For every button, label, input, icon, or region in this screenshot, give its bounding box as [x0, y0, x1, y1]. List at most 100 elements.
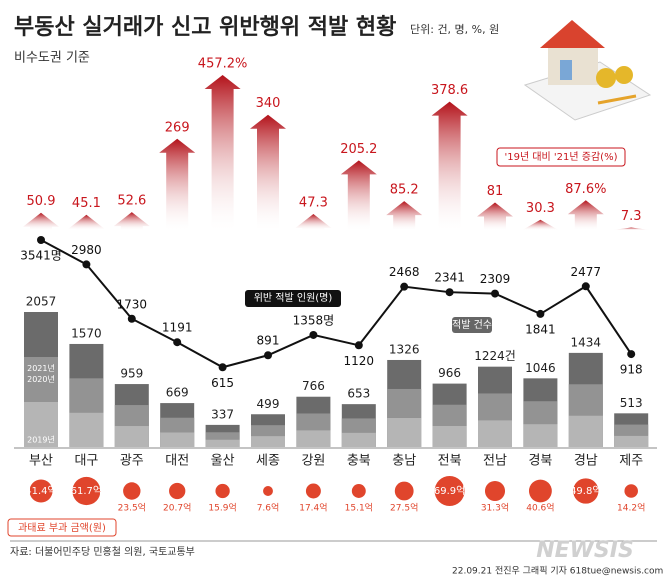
growth-label: 205.2 — [340, 142, 377, 157]
violator-label: 2309 — [480, 272, 511, 286]
fine-label: 31.3억 — [481, 502, 509, 514]
growth-arrow — [204, 75, 241, 230]
category-label: 대구 — [74, 454, 98, 469]
fine-bubble — [169, 482, 186, 500]
bar-shade — [205, 439, 240, 447]
violator-label: 1730 — [117, 297, 148, 311]
bar-shade — [69, 378, 104, 413]
fine-bubble — [484, 480, 506, 502]
bar-shade — [296, 430, 331, 447]
violator-point — [218, 363, 227, 372]
legend-label: '19년 대비 '21년 증감(%) — [505, 151, 618, 163]
growth-arrow — [386, 201, 423, 230]
bar-shade — [69, 412, 104, 447]
category-label: 전북 — [438, 454, 462, 469]
fine-bubble — [263, 486, 273, 496]
growth-arrow — [522, 219, 559, 230]
bar-shade — [614, 435, 649, 447]
bar-shade — [387, 388, 422, 418]
fine-label: 40.6억 — [526, 502, 554, 514]
legend-box — [452, 317, 492, 333]
fine-bubble — [305, 483, 321, 499]
growth-arrow — [477, 202, 513, 230]
growth-label: 52.6 — [117, 194, 146, 209]
fine-label: 23.5억 — [118, 502, 146, 514]
growth-label: 81 — [487, 184, 504, 199]
bar-shade — [568, 384, 603, 416]
bar-shade — [160, 432, 195, 447]
violator-point — [627, 350, 636, 359]
category-label: 세종 — [256, 454, 280, 469]
category-label: 충북 — [347, 454, 371, 469]
violator-label: 1358명 — [293, 313, 335, 327]
fine-bubble — [123, 482, 141, 500]
growth-label: 30.3 — [526, 201, 555, 216]
fine-label: 20.7억 — [163, 502, 191, 514]
fine-bubble — [573, 478, 599, 504]
category-label: 전남 — [483, 454, 507, 469]
violator-label: 1841 — [525, 322, 556, 336]
bar-label: 1570 — [71, 326, 102, 340]
category-label: 충남 — [392, 454, 416, 469]
violator-label: 2980 — [71, 243, 102, 257]
bar-shade — [523, 401, 558, 425]
category-label: 광주 — [120, 454, 144, 469]
bar-shade — [251, 436, 285, 447]
fine-label: 7.6억 — [257, 502, 280, 514]
fine-label: 49.8억 — [570, 485, 601, 497]
growth-label: 85.2 — [390, 183, 419, 198]
category-label: 제주 — [619, 454, 643, 469]
fine-bubble — [394, 481, 414, 501]
bar-shade — [341, 418, 376, 433]
growth-label: 457.2% — [198, 57, 248, 72]
violator-label: 3541명 — [20, 249, 62, 263]
unit-note: 단위: 건, 명, %, 원 — [410, 23, 499, 36]
violator-point — [354, 341, 363, 350]
growth-arrow — [23, 212, 59, 230]
bar-shade — [478, 420, 512, 447]
subtitle: 비수도권 기준 — [14, 51, 90, 66]
fine-label: 61.7억 — [71, 485, 102, 497]
category-label: 부산 — [29, 454, 53, 469]
category-label: 경남 — [574, 454, 598, 469]
growth-arrow — [295, 213, 332, 230]
bar-label: 1046 — [525, 361, 556, 375]
legend-label: 적발 건수 — [452, 319, 492, 331]
bar-shade — [114, 405, 149, 427]
bar-shade — [160, 417, 195, 433]
violator-point — [581, 282, 590, 291]
violator-point — [445, 288, 454, 297]
violator-label: 1191 — [162, 321, 193, 335]
fine-label: 15.1억 — [345, 502, 373, 514]
violator-point — [309, 330, 318, 339]
fine-bubble — [528, 479, 552, 503]
category-label: 강원 — [301, 454, 325, 469]
growth-arrow — [340, 160, 377, 230]
fine-label: 17.4억 — [299, 502, 327, 514]
bar-year-label: 2020년 — [27, 374, 55, 384]
growth-label: 87.6% — [565, 182, 606, 197]
source: 자료: 더불어민주당 민홍철 의원, 국토교통부 — [10, 545, 195, 558]
fine-bubble — [29, 479, 53, 503]
bar-label: 966 — [438, 366, 461, 380]
fine-bubble — [215, 483, 230, 499]
growth-label: 47.3 — [299, 195, 328, 210]
bar-shade — [24, 402, 58, 447]
violator-label: 1120 — [344, 354, 375, 368]
category-label: 대전 — [165, 454, 189, 469]
violator-label: 2477 — [571, 265, 602, 279]
bar-shade — [432, 404, 467, 426]
bar-shade — [341, 432, 376, 447]
growth-arrow — [250, 114, 286, 230]
bar-shade — [523, 424, 558, 447]
violator-label: 918 — [620, 363, 643, 377]
bar-label: 1434 — [571, 335, 602, 349]
violator-label: 2468 — [389, 265, 420, 279]
category-label: 경북 — [528, 454, 552, 469]
fine-label: 27.5억 — [390, 502, 418, 514]
violator-point — [173, 338, 182, 347]
bar-shade — [387, 417, 422, 447]
fine-bubble — [434, 476, 465, 506]
title: 부동산 실거래가 신고 위반행위 적발 현황 — [14, 15, 396, 40]
bar-shade — [432, 425, 467, 447]
